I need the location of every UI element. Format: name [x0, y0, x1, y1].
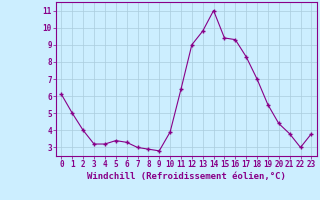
- X-axis label: Windchill (Refroidissement éolien,°C): Windchill (Refroidissement éolien,°C): [87, 172, 286, 181]
